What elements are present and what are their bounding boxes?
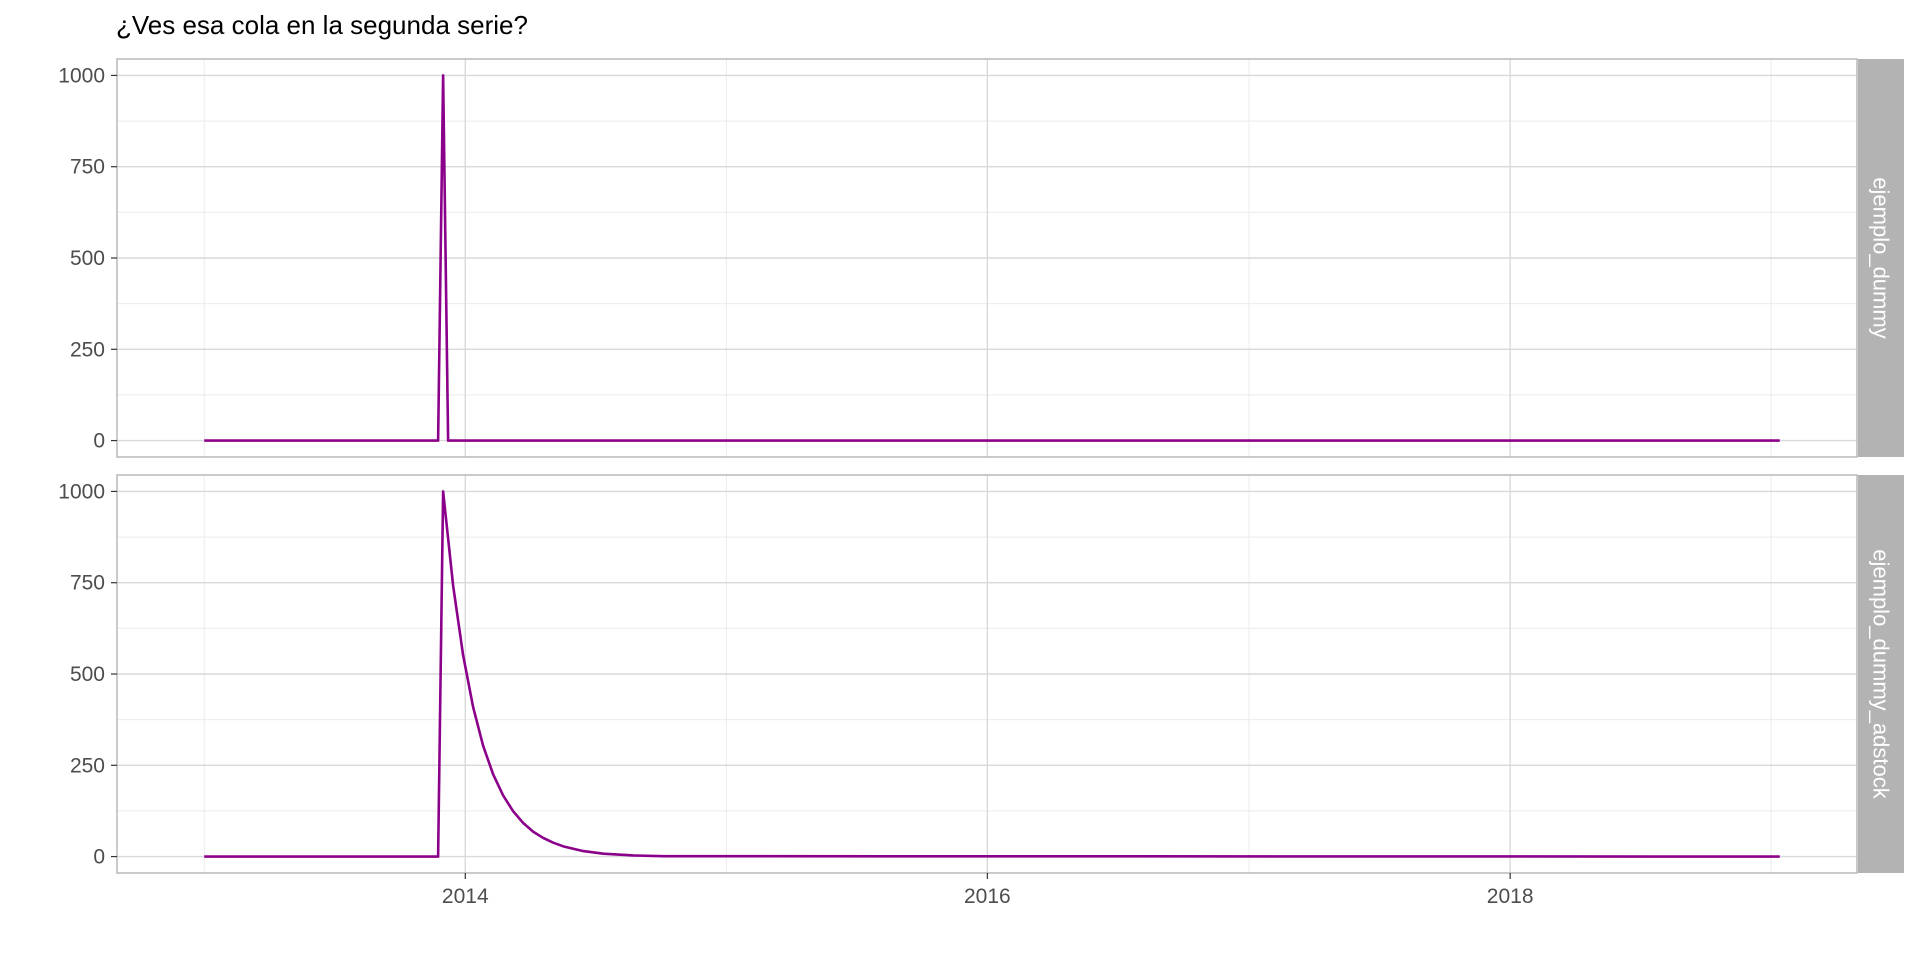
y-tick-label: 0 <box>93 430 105 453</box>
x-tick-label: 2016 <box>964 885 1011 908</box>
facet-strip <box>1858 59 1904 457</box>
facet-strip <box>1858 475 1904 873</box>
y-tick-label: 750 <box>70 572 105 595</box>
facet-strip-label: ejemplo_dummy_adstock <box>1869 549 1894 799</box>
y-tick-label: 250 <box>70 338 105 361</box>
y-tick-label: 0 <box>93 846 105 869</box>
y-tick-label: 1000 <box>58 64 105 87</box>
facet-strip-label: ejemplo_dummy <box>1869 177 1894 338</box>
y-tick-label: 250 <box>70 754 105 777</box>
x-tick-label: 2014 <box>442 885 489 908</box>
chart-title: ¿Ves esa cola en la segunda serie? <box>116 10 528 40</box>
series-line-ejemplo_dummy <box>204 74 1780 442</box>
x-tick-label: 2018 <box>1487 885 1534 908</box>
series-line-ejemplo_dummy_adstock <box>204 490 1780 858</box>
y-tick-label: 500 <box>70 663 105 686</box>
y-tick-label: 500 <box>70 247 105 270</box>
y-tick-label: 1000 <box>58 480 105 503</box>
y-tick-label: 750 <box>70 156 105 179</box>
